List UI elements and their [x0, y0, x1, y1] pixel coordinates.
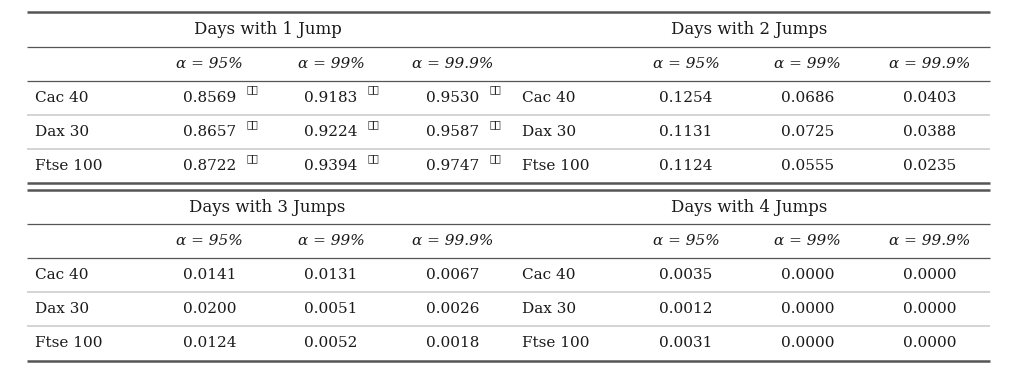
Text: Cac 40: Cac 40 — [522, 268, 576, 282]
Text: α = 95%: α = 95% — [653, 57, 719, 70]
Text: Ftse 100: Ftse 100 — [35, 336, 103, 351]
Text: α = 99.9%: α = 99.9% — [412, 234, 493, 248]
Text: 0.0000: 0.0000 — [903, 268, 956, 282]
Text: α = 95%: α = 95% — [176, 234, 243, 248]
Text: Ftse 100: Ftse 100 — [35, 159, 103, 173]
Text: ‿‿: ‿‿ — [246, 86, 257, 95]
Text: 0.8722: 0.8722 — [183, 159, 236, 173]
Text: 0.9183: 0.9183 — [304, 91, 358, 105]
Text: 0.8657: 0.8657 — [183, 125, 236, 139]
Text: α = 99.9%: α = 99.9% — [889, 57, 970, 70]
Text: 0.0052: 0.0052 — [304, 336, 358, 351]
Text: α = 95%: α = 95% — [176, 57, 243, 70]
Text: 0.0000: 0.0000 — [781, 268, 834, 282]
Text: Ftse 100: Ftse 100 — [522, 159, 589, 173]
Text: Ftse 100: Ftse 100 — [522, 336, 589, 351]
Text: 0.0012: 0.0012 — [659, 303, 713, 316]
Text: α = 99%: α = 99% — [774, 57, 841, 70]
Text: α = 99.9%: α = 99.9% — [889, 234, 970, 248]
Text: 0.0000: 0.0000 — [903, 303, 956, 316]
Text: 0.0035: 0.0035 — [659, 268, 713, 282]
Text: ‿‿: ‿‿ — [368, 86, 379, 95]
Text: ‿‿: ‿‿ — [246, 120, 257, 129]
Text: 0.9587: 0.9587 — [426, 125, 479, 139]
Text: α = 99%: α = 99% — [298, 234, 364, 248]
Text: ‿‿: ‿‿ — [246, 154, 257, 163]
Text: 0.9530: 0.9530 — [426, 91, 479, 105]
Text: Cac 40: Cac 40 — [35, 91, 88, 105]
Text: ‿‿: ‿‿ — [368, 154, 379, 163]
Text: 0.0686: 0.0686 — [781, 91, 834, 105]
Text: 0.9747: 0.9747 — [426, 159, 479, 173]
Text: 0.0000: 0.0000 — [781, 303, 834, 316]
Text: 0.0000: 0.0000 — [903, 336, 956, 351]
Text: 0.9224: 0.9224 — [304, 125, 358, 139]
Text: α = 95%: α = 95% — [653, 234, 719, 248]
Text: 0.9394: 0.9394 — [304, 159, 358, 173]
Text: Days with 2 Jumps: Days with 2 Jumps — [671, 21, 828, 38]
Text: 0.0124: 0.0124 — [183, 336, 236, 351]
Text: 0.0403: 0.0403 — [903, 91, 956, 105]
Text: 0.0141: 0.0141 — [183, 268, 236, 282]
Text: 0.1254: 0.1254 — [659, 91, 713, 105]
Text: α = 99.9%: α = 99.9% — [412, 57, 493, 70]
Text: Days with 3 Jumps: Days with 3 Jumps — [189, 199, 346, 216]
Text: ‿‿: ‿‿ — [489, 154, 501, 163]
Text: ‿‿: ‿‿ — [489, 86, 501, 95]
Text: Cac 40: Cac 40 — [35, 268, 88, 282]
Text: 0.1131: 0.1131 — [659, 125, 713, 139]
Text: ‿‿: ‿‿ — [489, 120, 501, 129]
Text: α = 99%: α = 99% — [298, 57, 364, 70]
Text: 0.0051: 0.0051 — [304, 303, 358, 316]
Text: Dax 30: Dax 30 — [522, 125, 576, 139]
Text: 0.0000: 0.0000 — [781, 336, 834, 351]
Text: 0.0018: 0.0018 — [426, 336, 479, 351]
Text: 0.0067: 0.0067 — [426, 268, 479, 282]
Text: 0.8569: 0.8569 — [183, 91, 236, 105]
Text: Days with 4 Jumps: Days with 4 Jumps — [671, 199, 828, 216]
Text: 0.0031: 0.0031 — [659, 336, 713, 351]
Text: 0.0725: 0.0725 — [781, 125, 834, 139]
Text: 0.0235: 0.0235 — [903, 159, 956, 173]
Text: 0.1124: 0.1124 — [659, 159, 713, 173]
Text: ‿‿: ‿‿ — [368, 120, 379, 129]
Text: Days with 1 Jump: Days with 1 Jump — [193, 21, 342, 38]
Text: 0.0555: 0.0555 — [781, 159, 834, 173]
Text: Dax 30: Dax 30 — [522, 303, 576, 316]
Text: 0.0200: 0.0200 — [183, 303, 236, 316]
Text: Cac 40: Cac 40 — [522, 91, 576, 105]
Text: 0.0388: 0.0388 — [903, 125, 956, 139]
Text: α = 99%: α = 99% — [774, 234, 841, 248]
Text: 0.0131: 0.0131 — [304, 268, 358, 282]
Text: Dax 30: Dax 30 — [35, 125, 88, 139]
Text: Dax 30: Dax 30 — [35, 303, 88, 316]
Text: 0.0026: 0.0026 — [426, 303, 479, 316]
